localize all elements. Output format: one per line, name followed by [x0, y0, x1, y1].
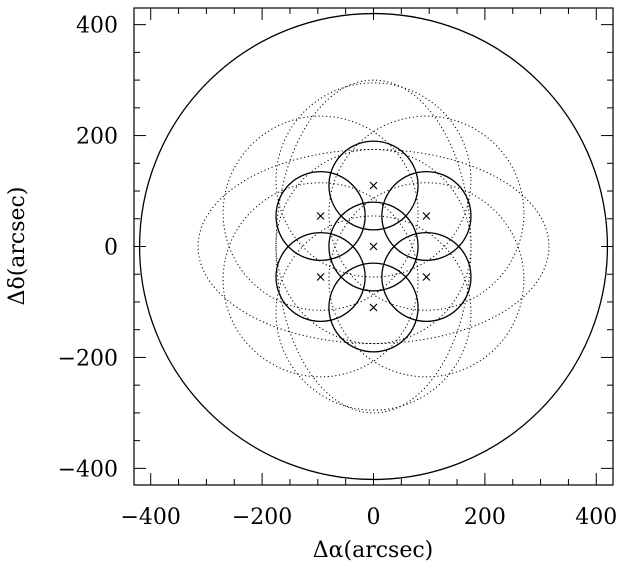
- axis-ticks: [134, 8, 613, 485]
- dotted-ellipse: [275, 82, 472, 278]
- dotted-ellipse: [328, 182, 525, 378]
- dotted-ellipse: [328, 115, 525, 311]
- y-tick-label: 400: [76, 14, 118, 39]
- pointing-center-marker: [316, 212, 325, 220]
- pointing-circle: [381, 231, 472, 323]
- dotted-ellipse: [222, 115, 419, 311]
- y-axis-label: Δδ(arcsec): [5, 187, 30, 306]
- pointing-circle: [381, 170, 472, 262]
- x-tick-label: −400: [120, 505, 180, 530]
- dotted-ellipse: [197, 148, 550, 345]
- dotted-ellipse: [275, 215, 472, 411]
- x-tick-label: −200: [232, 505, 292, 530]
- pointing-circle: [275, 231, 366, 323]
- pointing-center-marker: [422, 273, 431, 281]
- x-tick-label: 400: [575, 505, 617, 530]
- x-tick-label: 200: [464, 505, 506, 530]
- plot-area: [138, 12, 609, 481]
- y-tick-label: −200: [58, 346, 118, 371]
- pointing-circle: [328, 262, 419, 353]
- pointing-center-marker: [316, 273, 325, 281]
- dotted-ellipse: [222, 182, 419, 378]
- x-tick-label: 0: [367, 505, 381, 530]
- pointing-center-marker: [422, 212, 431, 220]
- pointing-circle: [328, 140, 419, 231]
- pointing-center-marker: [369, 303, 378, 312]
- tick-labels: −400 −200 0 200 400 −400 −200 0 200 400: [58, 14, 618, 530]
- pointing-circle: [275, 170, 366, 262]
- y-tick-label: −400: [58, 457, 118, 482]
- y-tick-label: 0: [104, 236, 118, 261]
- pointing-center-marker: [369, 181, 378, 190]
- dotted-ellipse: [275, 79, 472, 414]
- pointing-circle: [328, 201, 419, 292]
- y-tick-label: 200: [76, 125, 118, 150]
- x-axis-label: Δα(arcsec): [313, 538, 434, 563]
- pointing-center-marker: [369, 242, 378, 251]
